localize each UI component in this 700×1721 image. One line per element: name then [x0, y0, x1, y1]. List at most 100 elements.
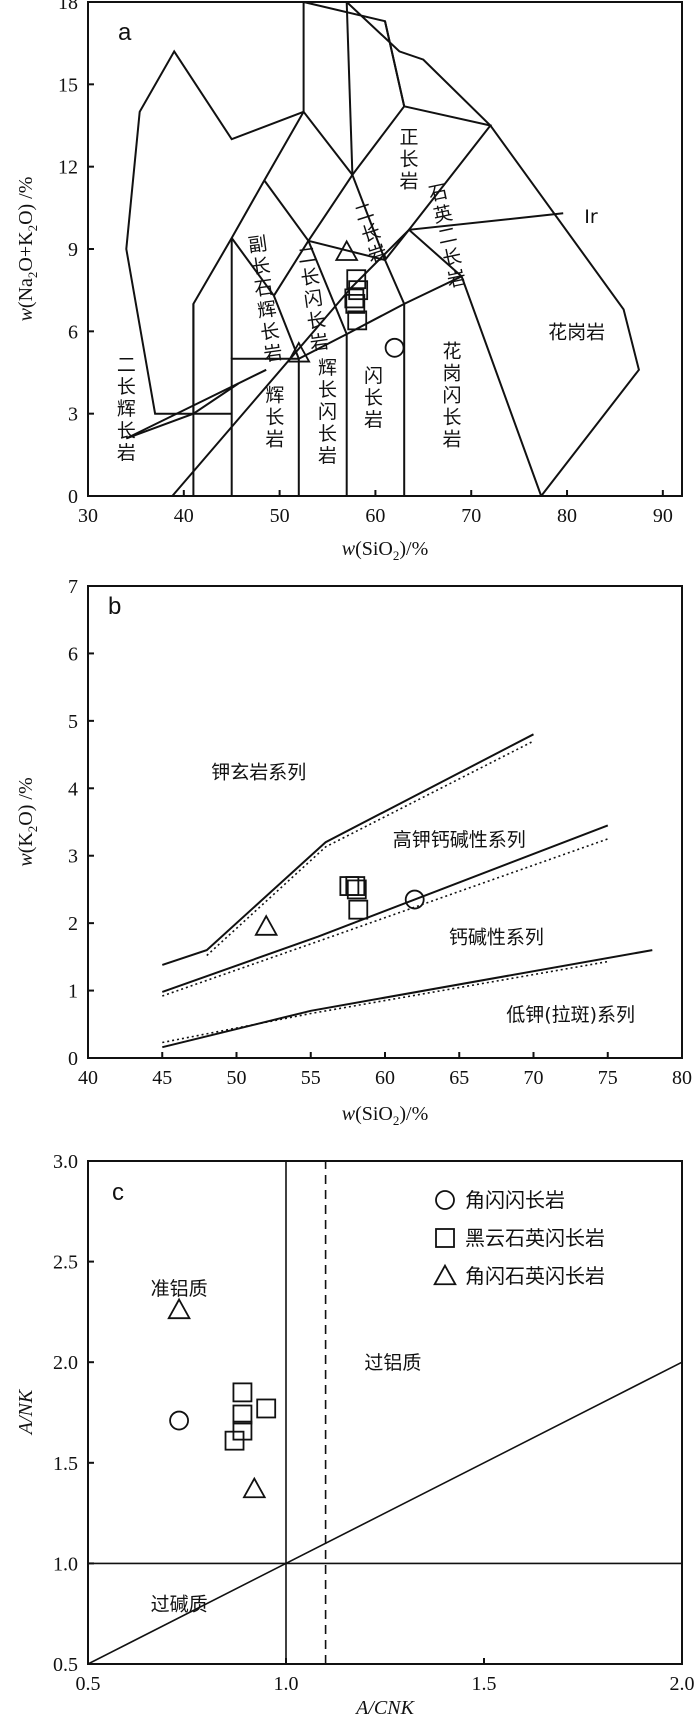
- y-tick-label: 12: [58, 157, 78, 179]
- panel-c-ticks: 0.5 1.0 1.5 2.0 0.5 1.0 1.5 2.0 2.5 3.0: [53, 1151, 695, 1695]
- region-label: 准铝质: [151, 1278, 208, 1300]
- svg-text:二: 二: [117, 354, 136, 376]
- square-data-point: [346, 269, 367, 290]
- svg-text:长: 长: [117, 376, 136, 398]
- y-tick-label: 9: [68, 239, 78, 261]
- field-boundary-line: [384, 20, 406, 107]
- svg-text:辉: 辉: [117, 398, 136, 420]
- series-boundary-dotted-line: [206, 740, 534, 957]
- svg-text:长: 长: [364, 387, 383, 409]
- svg-text:长: 长: [399, 148, 418, 170]
- svg-text:辉: 辉: [265, 384, 284, 406]
- svg-text:英: 英: [431, 202, 454, 227]
- y-tick-label: 5: [68, 711, 78, 733]
- svg-text:闪: 闪: [443, 384, 462, 406]
- x-tick-label: 45: [152, 1067, 172, 1089]
- svg-text:岩: 岩: [308, 331, 330, 355]
- y-tick-label: 1.5: [53, 1453, 78, 1475]
- field-boundary-line: [171, 212, 564, 497]
- svg-text:A/NK: A/NK: [15, 1388, 37, 1436]
- legend-circle-marker: [435, 1190, 455, 1210]
- svg-text:闪: 闪: [364, 365, 383, 387]
- panel-c-data-points: [167, 1297, 277, 1499]
- y-tick-label: 18: [58, 0, 78, 14]
- panel-b-series-boundaries: [161, 733, 653, 1049]
- svg-text:花: 花: [443, 340, 462, 362]
- field-boundary-line: [303, 1, 640, 497]
- panel-c-x-axis-label: A/CNK: [354, 1697, 415, 1719]
- circle-data-point: [404, 889, 425, 910]
- svg-text:岩: 岩: [262, 342, 284, 366]
- panel-c-y-axis-label: A/NK: [15, 1388, 37, 1436]
- region-label: 过碱质: [151, 1594, 208, 1616]
- square-data-point: [345, 876, 366, 896]
- svg-text:石: 石: [253, 276, 275, 300]
- legend-triangle-marker: [433, 1263, 457, 1286]
- region-label: 辉长岩: [265, 384, 284, 450]
- field-boundary-line: [307, 240, 348, 335]
- y-tick-label: 7: [68, 576, 78, 598]
- y-tick-label: 6: [68, 321, 78, 343]
- region-label: 高钾钙碱性系列: [393, 829, 526, 851]
- circle-data-point: [384, 337, 405, 358]
- x-tick-label: 75: [598, 1067, 618, 1089]
- svg-text:石: 石: [427, 180, 450, 205]
- field-boundary-line: [230, 237, 275, 297]
- x-tick-label: 90: [653, 505, 673, 527]
- svg-text:岩: 岩: [318, 445, 337, 467]
- x-tick-label: 60: [365, 505, 385, 527]
- y-tick-label: 15: [58, 74, 78, 96]
- series-boundary-dotted-line: [162, 960, 608, 1044]
- square-data-point: [232, 1382, 253, 1403]
- y-tick-label: 0.5: [53, 1654, 78, 1676]
- y-tick-label: 1: [68, 981, 78, 1003]
- x-tick-label: 1.5: [472, 1673, 497, 1695]
- x-tick-label: 80: [672, 1067, 692, 1089]
- svg-text:长: 长: [318, 379, 337, 401]
- svg-text:二: 二: [436, 224, 459, 249]
- x-tick-label: 50: [270, 505, 290, 527]
- panel-a-x-axis-label: w(SiO2)/%: [342, 538, 429, 563]
- legend-square-marker: [435, 1228, 455, 1248]
- panel-b-x-axis-label: w(SiO2)/%: [342, 1103, 429, 1128]
- svg-text:长: 长: [440, 245, 463, 270]
- field-boundary-line: [345, 1, 354, 175]
- series-boundary-line: [162, 949, 653, 1049]
- svg-text:岩: 岩: [445, 267, 468, 292]
- square-data-point: [256, 1398, 277, 1419]
- square-data-point: [232, 1420, 253, 1441]
- svg-text:长: 长: [318, 423, 337, 445]
- legend-label: 角闪石英闪长岩: [465, 1264, 605, 1288]
- y-tick-label: 2.5: [53, 1252, 78, 1274]
- series-boundary-line: [161, 733, 534, 966]
- legend-label: 角闪闪长岩: [465, 1188, 565, 1212]
- svg-text:岩: 岩: [117, 442, 136, 464]
- triangle-data-point: [242, 1476, 267, 1499]
- y-tick-label: 6: [68, 643, 78, 665]
- svg-text:岩: 岩: [443, 428, 462, 450]
- square-data-point: [347, 310, 368, 331]
- triangle-data-point: [254, 914, 279, 936]
- circle-data-point: [169, 1410, 189, 1431]
- panel-b-data-points: [254, 876, 425, 936]
- x-tick-label: 60: [375, 1067, 395, 1089]
- panel-a-letter: a: [118, 19, 132, 46]
- x-tick-label: 0.5: [76, 1673, 101, 1695]
- y-tick-label: 3: [68, 846, 78, 868]
- series-boundary-line: [161, 824, 609, 993]
- panel-c-letter: c: [112, 1179, 124, 1206]
- diagonal-line: [87, 1361, 683, 1665]
- region-label: 闪长岩: [364, 365, 383, 431]
- x-tick-label: 70: [461, 505, 481, 527]
- x-tick-label: 40: [78, 1067, 98, 1089]
- panel-c-frame: [87, 1160, 683, 1665]
- region-label: 二长岩: [352, 199, 390, 268]
